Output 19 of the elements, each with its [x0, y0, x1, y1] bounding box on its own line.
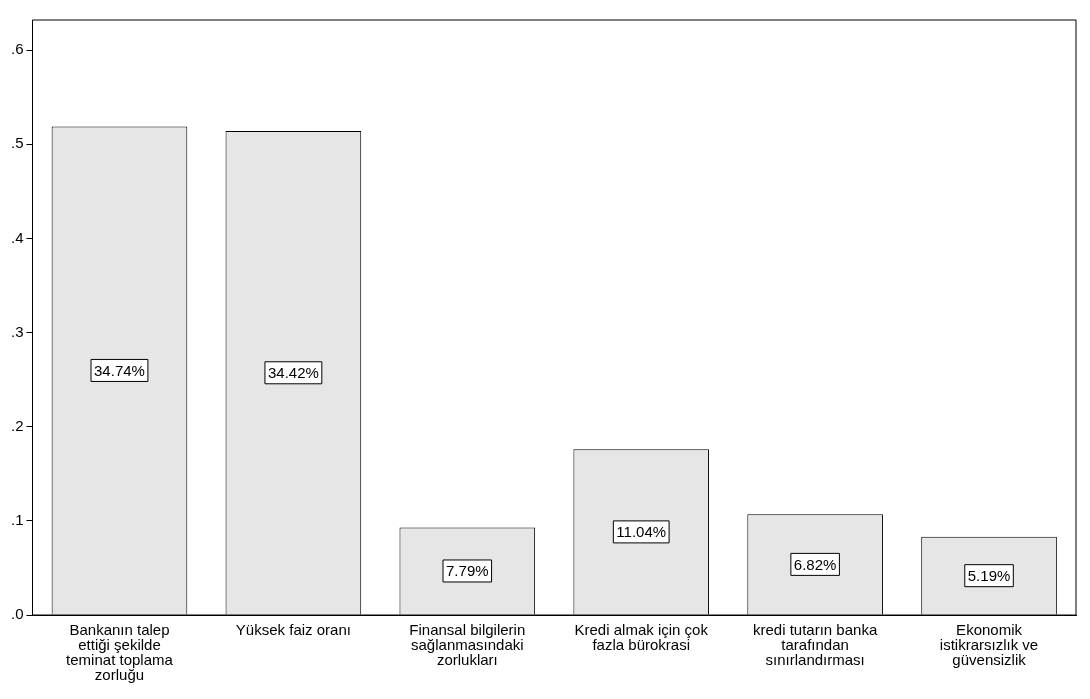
x-tick-label: Bankanın talep ettiği şekilde teminat toplama zorluğu [66, 620, 174, 683]
y-tick-label: .4 [10, 228, 24, 246]
x-tick-label: Ekonomik istikrarsızlık ve güvensizlik [939, 620, 1039, 668]
x-tick-label: Finansal bilgilerin sağlanmasındaki zorlukları [409, 620, 526, 668]
annotation: 11.04% [616, 523, 667, 541]
y-tick-label: .6 [10, 40, 24, 58]
annotation: 34.42% [267, 363, 319, 381]
annotation: 34.74% [94, 361, 145, 379]
y-tick-label: .1 [10, 511, 24, 528]
y-tick-label: .2 [10, 416, 24, 434]
x-tick-label: kredi tutarın banka tarafından sınırlandırması [753, 620, 878, 668]
annotation: 6.82% [793, 555, 837, 573]
y-tick-label: .0 [10, 605, 24, 623]
x-tick-label: Kredi almak için çok fazla bürokrasi [574, 620, 709, 653]
y-tick-label: .3 [10, 322, 24, 340]
annotation: 5.19% [967, 566, 1011, 584]
x-tick-label: Yüksek faiz oranı [235, 620, 351, 638]
y-tick-label: .5 [10, 134, 24, 152]
annotation: 7.79% [446, 562, 489, 580]
